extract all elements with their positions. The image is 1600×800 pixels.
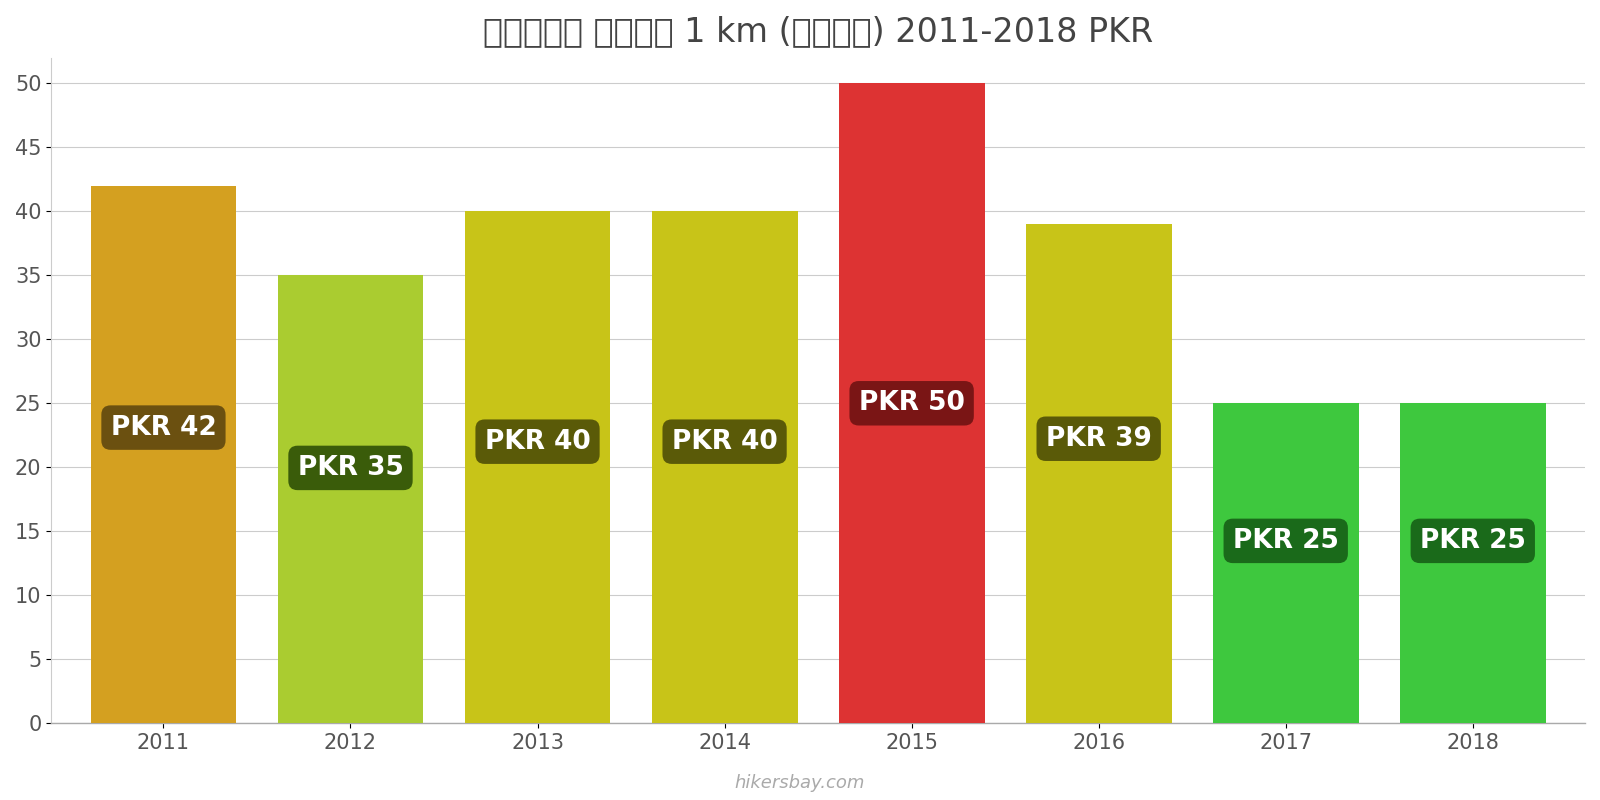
Bar: [91, 186, 237, 723]
Bar: [1213, 403, 1358, 723]
Text: PKR 35: PKR 35: [298, 455, 403, 481]
Text: PKR 40: PKR 40: [485, 429, 590, 454]
Bar: [838, 83, 984, 723]
Bar: [1400, 403, 1546, 723]
Text: PKR 50: PKR 50: [859, 390, 965, 416]
Text: PKR 25: PKR 25: [1419, 528, 1526, 554]
Bar: [651, 211, 797, 723]
Text: PKR 40: PKR 40: [672, 429, 778, 454]
Text: PKR 39: PKR 39: [1046, 426, 1152, 452]
Text: hikersbay.com: hikersbay.com: [734, 774, 866, 792]
Bar: [464, 211, 611, 723]
Text: PKR 42: PKR 42: [110, 414, 216, 441]
Text: PKR 25: PKR 25: [1232, 528, 1339, 554]
Title: バキスタン タクシー 1 km (標準税率) 2011-2018 PKR: バキスタン タクシー 1 km (標準税率) 2011-2018 PKR: [483, 15, 1154, 48]
Bar: [1026, 224, 1171, 723]
Bar: [277, 275, 424, 723]
